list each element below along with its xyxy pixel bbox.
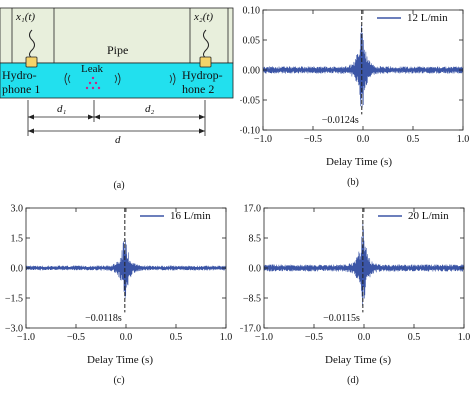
distance-d-label: d — [115, 134, 121, 146]
chart-c: −1.0 −0.5 0.0 0.5 1.0 3.0 1.5 0.0 −1.5 −3.0 16 L/m… — [5, 204, 233, 344]
signal-line — [262, 25, 464, 108]
y-tick-label: 8.5 — [249, 234, 262, 245]
leak-dots-icon — [85, 76, 101, 90]
cable-2-icon — [203, 29, 209, 59]
dimension-lines — [27, 100, 206, 136]
y-tick-label: −1.5 — [5, 294, 23, 305]
y-tick-label: −8.5 — [243, 294, 261, 305]
hydrophone-1-label-line-2: phone 1 — [2, 82, 41, 96]
delay-annotation: −0.0118s — [85, 313, 122, 324]
y-tick-label: −0.10 — [240, 126, 260, 137]
x-tick-label: 0.5 — [407, 134, 420, 145]
panel-label-d: (d) — [347, 375, 359, 386]
hydrophone-1-icon — [25, 56, 38, 68]
pipe-diagram — [0, 7, 234, 136]
y-tick-label: 0.0 — [11, 264, 24, 275]
panel-label-b: (b) — [347, 177, 359, 188]
chart-b-xlabel: Delay Time (s) — [326, 156, 392, 168]
y-tick-label: −0.05 — [240, 96, 260, 107]
x-tick-label: 0.0 — [358, 332, 371, 343]
cable-1-icon — [29, 29, 35, 59]
x-tick-label: −0.5 — [67, 332, 85, 343]
x-tick-label: −0.5 — [305, 332, 323, 343]
leak-label: Leak — [81, 63, 103, 75]
x-tick-label: −1.0 — [254, 134, 272, 145]
y-tick-label: 0.05 — [243, 36, 261, 47]
y-tick-label: 0.10 — [243, 6, 261, 17]
delay-annotation: −0.0124s — [322, 115, 359, 126]
y-tick-label: 0.0 — [249, 264, 262, 275]
signal-line — [25, 239, 227, 299]
y-tick-label: 3.0 — [11, 204, 24, 215]
distance-d1-label: d₁ — [57, 103, 67, 115]
chart-c-xlabel: Delay Time (s) — [87, 354, 153, 366]
x-tick-label: 0.5 — [170, 332, 183, 343]
x-tick-label: 0.0 — [120, 332, 133, 343]
y-tick-label: 0.00 — [243, 66, 261, 77]
hydrophone-2-icon — [199, 56, 212, 68]
panel-label-c: (c) — [113, 375, 125, 386]
x-tick-label: 1.0 — [220, 332, 233, 343]
pipe-label: Pipe — [107, 43, 129, 57]
legend-label: 12 L/min — [407, 12, 448, 24]
y-tick-label: −17.0 — [240, 324, 261, 335]
sensor-1-signal-label: x₁(t) — [16, 11, 36, 23]
panel-label-a: (a) — [113, 180, 125, 191]
chart-d-xlabel: Delay Time (s) — [325, 354, 391, 366]
y-tick-label: −3.0 — [5, 324, 23, 335]
sensor-2-signal-label: x₂(t) — [194, 11, 214, 23]
signal-line — [263, 221, 465, 306]
delay-annotation: −0.0115s — [323, 313, 360, 324]
hydrophone-2-label-line-1: Hydrop- — [182, 68, 223, 82]
x-tick-label: 0.0 — [357, 134, 370, 145]
dimension-arrowheads — [28, 114, 205, 134]
x-tick-label: 1.0 — [457, 134, 470, 145]
chart-d: −1.0 −0.5 0.0 0.5 1.0 17.0 8.5 0.0 −8.5 −17.0 20 L… — [240, 204, 471, 344]
y-tick-label: 1.5 — [11, 234, 24, 245]
x-tick-label: −1.0 — [17, 332, 35, 343]
legend-label: 20 L/min — [408, 210, 449, 222]
sound-waves-icon — [64, 72, 176, 86]
distance-d2-label: d₂ — [145, 103, 155, 115]
x-tick-label: 0.5 — [408, 332, 421, 343]
chart-b: −1.0 −0.5 0.0 0.5 1.0 0.10 0.05 0.00 −0.05 −0.10 1… — [240, 6, 470, 146]
hydrophone-1-label-line-1: Hydro- — [2, 68, 37, 82]
hydrophone-2-label-line-2: hone 2 — [182, 82, 215, 96]
x-tick-label: −1.0 — [255, 332, 273, 343]
legend-label: 16 L/min — [170, 210, 211, 222]
pipe-body — [0, 7, 234, 64]
x-tick-label: 1.0 — [458, 332, 471, 343]
hydrophone-2-label: Hydrop- hone 2 — [182, 68, 223, 96]
y-tick-label: 17.0 — [244, 204, 262, 215]
hydrophone-1-label: Hydro- phone 1 — [2, 68, 40, 96]
x-tick-label: −0.5 — [304, 134, 322, 145]
